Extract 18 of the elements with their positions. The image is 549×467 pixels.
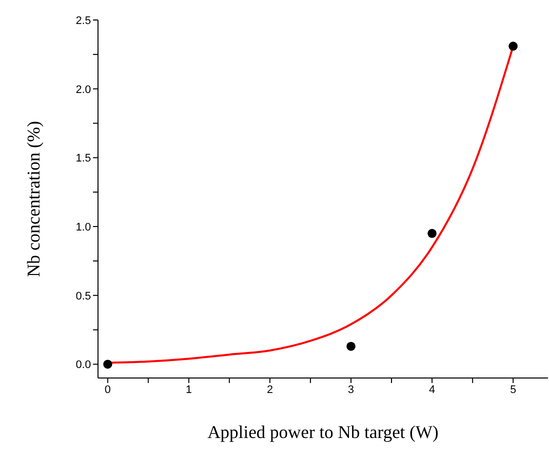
point [103, 360, 112, 369]
y-tick-label: 1.0 [76, 221, 91, 234]
y-axis-title: Nb concentration (%) [23, 121, 44, 277]
x-tick-label: 4 [428, 384, 436, 396]
x-tick-label: 3 [348, 384, 354, 396]
x-tick-label: 2 [266, 384, 273, 396]
point [346, 342, 356, 351]
y-tick-label: 0.0 [76, 359, 91, 372]
point [508, 42, 518, 51]
y-tick-label: 1.5 [76, 152, 91, 165]
y-tick-label: 0.5 [76, 290, 91, 302]
x-tick-label: 5 [510, 384, 516, 396]
y-tick-label: 2.0 [76, 84, 91, 96]
x-tick-label: 0 [104, 384, 111, 396]
y-tick-label: 2.5 [76, 14, 91, 27]
point [428, 228, 437, 238]
x-tick-label: 1 [186, 384, 192, 396]
x-axis-title: Applied power to Nb target (W) [207, 422, 439, 442]
